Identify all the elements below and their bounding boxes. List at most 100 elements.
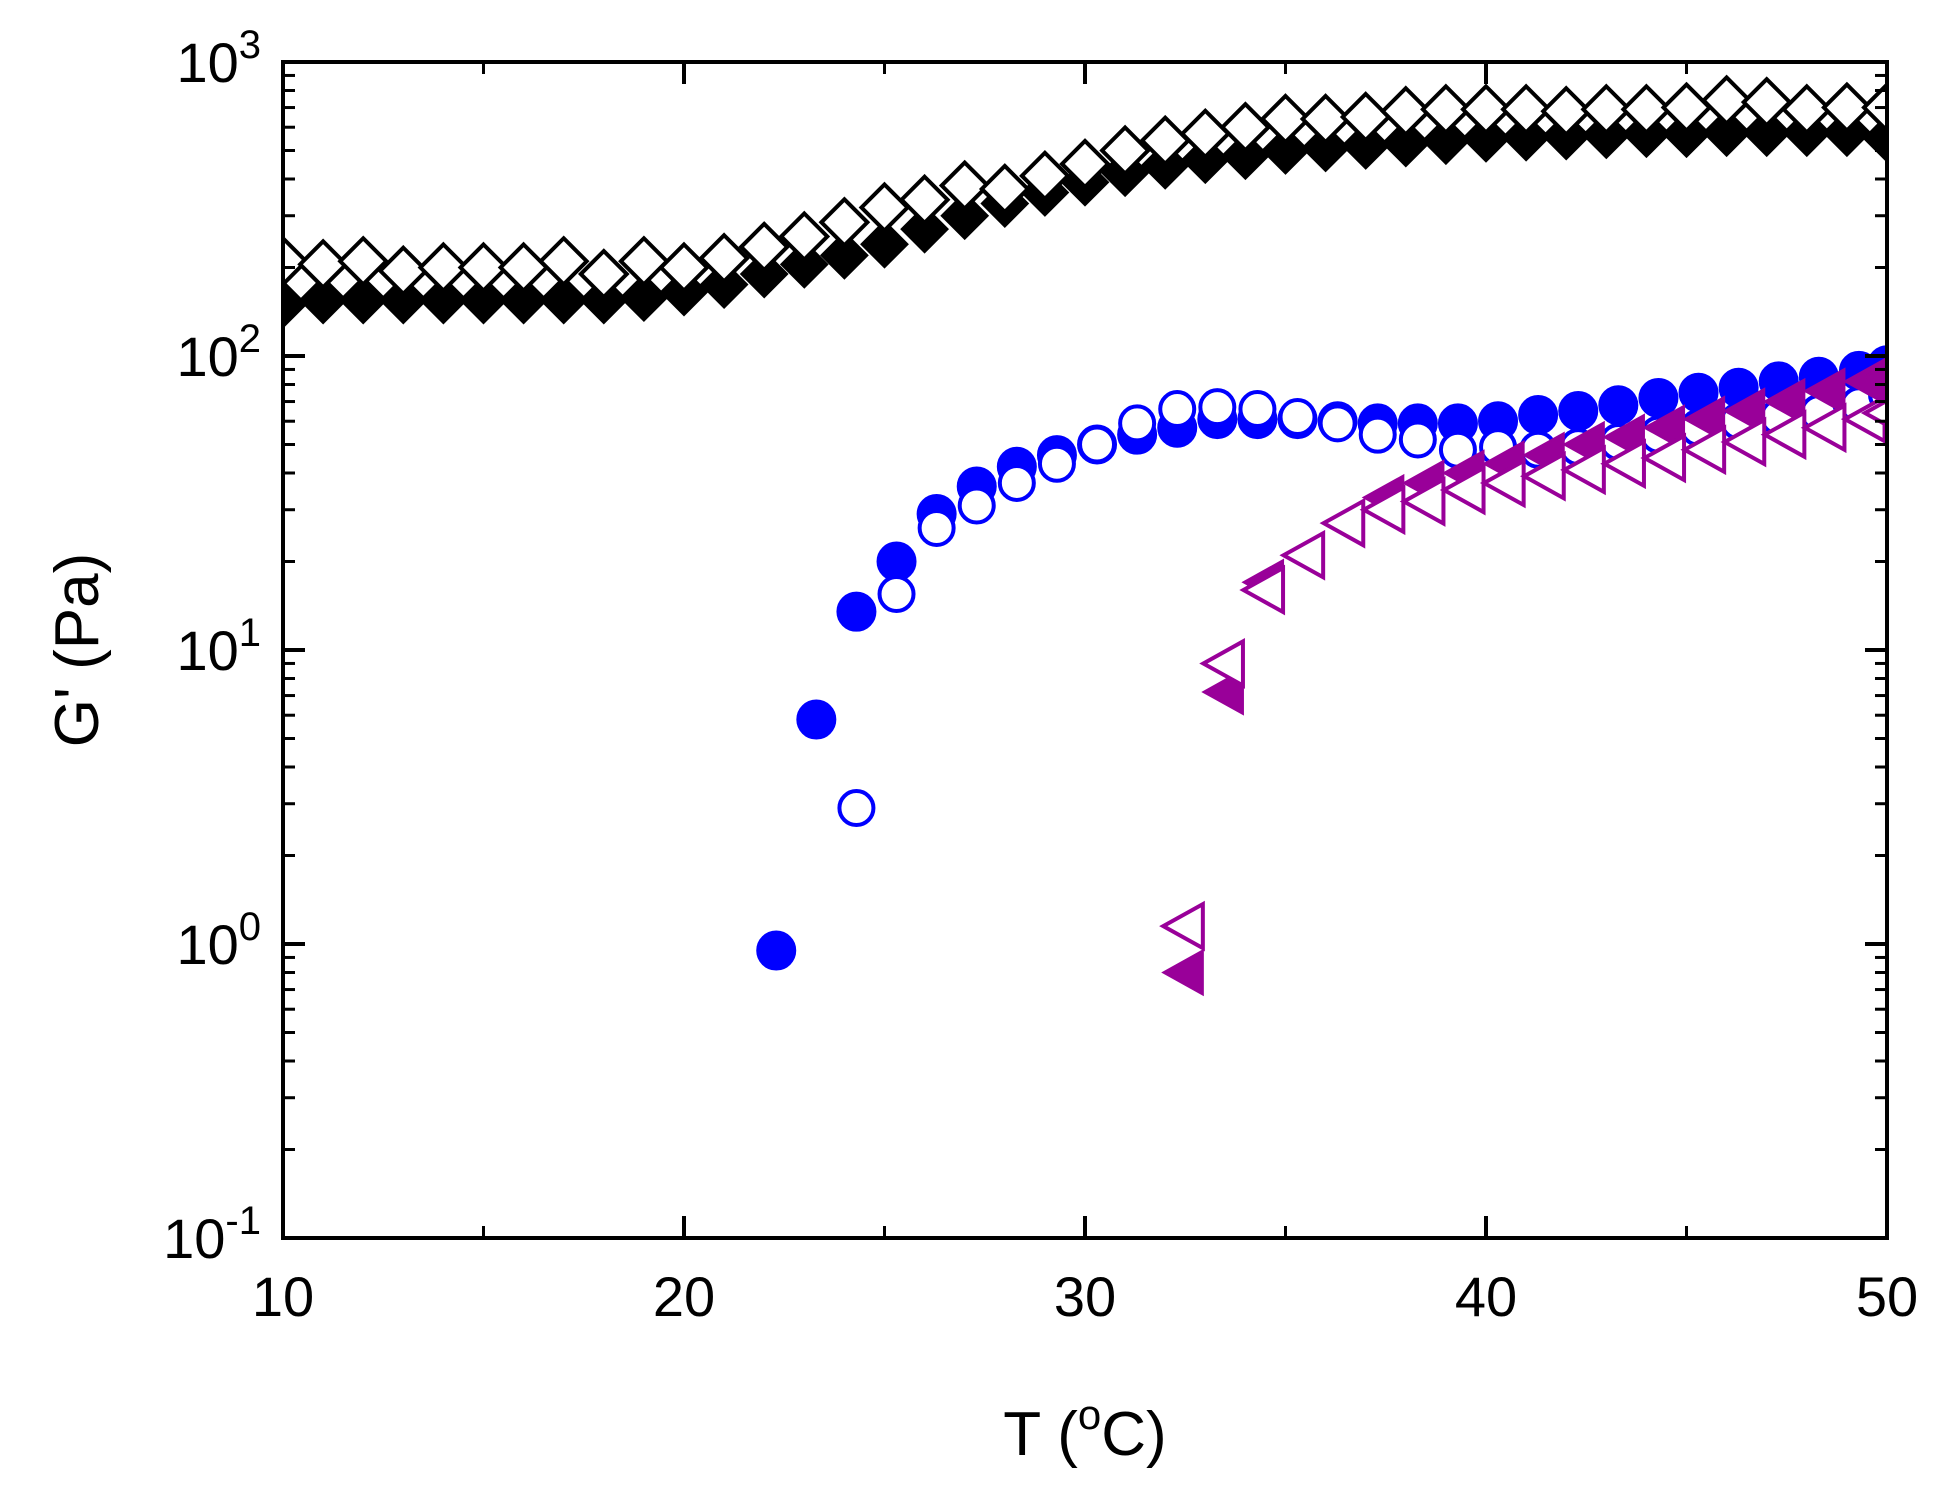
diamond-filled-point [1742,108,1792,158]
triangle-open-point [1600,438,1646,490]
triangle-open-point [1279,529,1326,581]
circle-open-point [997,463,1036,502]
diamond-filled-point [499,275,549,325]
circle-open-point [1198,388,1237,427]
diamond-open-point [1740,76,1793,129]
circle-filled-point [836,591,877,632]
diamond-open-point [898,173,951,226]
diamond-filled-point [459,275,508,325]
x-tick-label: 30 [1054,1265,1116,1328]
diamond-filled-point [1501,112,1551,162]
triangle-filled-point [1762,377,1806,426]
tick-layer [281,60,1889,1240]
triangle-open-point [1760,409,1807,461]
diamond-filled-point [739,249,789,299]
circle-open-point [1238,390,1277,429]
diamond-filled-point [900,204,950,254]
diamond-open-point [1339,91,1392,143]
diamond-open-point [1019,150,1071,202]
diamond-filled-point [378,275,428,325]
circle-open-point [877,575,916,614]
diamond-open-point [377,244,430,297]
triangle-open-point [1439,464,1486,516]
diamond-open-point [978,163,1031,215]
triangle-open-point [1680,424,1727,476]
diamond-open-point [1139,114,1192,167]
diamond-open-point [283,235,309,288]
diamond-open-point [1700,74,1753,127]
diamond-open-point [1780,83,1833,136]
diamond-open-point [297,238,349,291]
series-layer [283,74,1887,997]
circle-open-point [1158,390,1197,429]
triangle-open-point [1640,432,1687,484]
diamond-open-point [1500,83,1552,136]
diamond-open-point [1540,85,1593,138]
diamond-filled-point [539,275,589,325]
plot-frame [281,60,1889,1240]
triangle-open-point [1560,444,1606,496]
diamond-open-point [1059,138,1111,190]
x-axis-title: T (oC) [1003,1391,1166,1469]
triangle-open-point [1159,900,1205,952]
diamond-open-point [658,241,710,294]
triangle-open-point [1800,402,1847,454]
triangle-filled-point [1802,367,1846,415]
triangle-open-point [1399,476,1446,527]
y-tick-label: 100 [176,905,261,976]
diamond-filled-point [940,191,990,241]
triangle-open-point [1720,416,1767,468]
diamond-filled-point [418,275,468,325]
diamond-open-point [938,159,991,212]
diamond-filled-point [579,275,629,325]
circle-filled-point [1518,394,1559,435]
diamond-filled-point [1261,126,1310,175]
diamond-filled-point [1341,121,1391,170]
diamond-filled-point [1220,131,1270,181]
circle-open-point [1037,444,1076,483]
diamond-open-point [1259,93,1312,145]
x-tick-label: 20 [653,1265,715,1328]
diamond-open-point [1660,81,1713,134]
diamond-filled-point [1301,123,1351,173]
circle-open-point [837,789,876,828]
diamond-filled-point [1461,113,1511,163]
y-axis-title: G' (Pa) [43,553,112,747]
circle-open-point [1078,425,1117,464]
diamond-open-point [818,196,871,249]
diamond-filled-point [298,275,348,325]
diamond-filled-point [619,273,669,323]
circle-open-point [1278,398,1317,437]
diamond-open-point [1379,85,1432,138]
diamond-filled-point [1381,118,1431,168]
circle-filled-point [1638,377,1679,418]
circle-open-point [1358,415,1397,454]
x-tick-label: 10 [252,1265,314,1328]
y-tick-labels: 10-1 100 101 102 103 [163,23,261,1270]
diamond-open-point [738,221,791,273]
circle-filled-point [1598,385,1639,426]
circle-open-point [1118,404,1157,443]
triangle-open-point [1319,497,1366,549]
x-tick-label: 50 [1856,1265,1918,1328]
y-tick-label: 102 [176,317,261,388]
diamond-open-point [1099,124,1151,177]
circle-open-point [917,508,956,547]
diamond-open-point [1460,83,1512,136]
diamond-open-point [1179,107,1232,160]
diamond-open-point [577,248,630,300]
diamond-open-point [537,235,590,288]
diamond-filled-point [779,239,829,289]
x-tick-label: 40 [1455,1265,1517,1328]
y-tick-label: 101 [176,611,261,682]
diamond-open-point [417,241,470,294]
y-tick-label: 103 [176,23,261,94]
diamond-open-point [1580,83,1633,136]
diamond-filled-point [1421,116,1471,166]
triangle-open-point [1239,564,1286,616]
circle-filled-point [796,699,837,740]
diamond-filled-point [1662,109,1711,159]
triangle-open-point [1359,484,1406,536]
diamond-open-point [497,241,550,294]
